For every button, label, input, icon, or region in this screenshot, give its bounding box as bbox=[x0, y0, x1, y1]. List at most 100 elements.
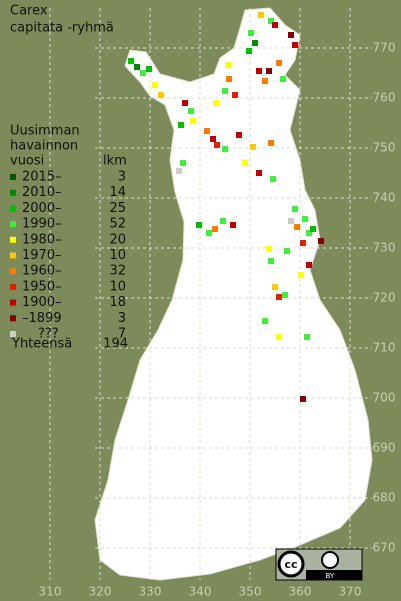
observation-square bbox=[318, 238, 324, 244]
legend-swatch bbox=[10, 252, 16, 259]
legend-col-year: vuosi bbox=[10, 154, 44, 169]
observation-square bbox=[268, 258, 274, 264]
legend-header: Uusimman bbox=[10, 124, 80, 139]
observation-square bbox=[292, 206, 298, 212]
y-grid-label: 750 bbox=[373, 141, 396, 155]
total-label: Yhteensä bbox=[11, 337, 72, 352]
observation-square bbox=[304, 334, 310, 340]
observation-square bbox=[213, 100, 219, 106]
legend-count: 32 bbox=[109, 264, 126, 279]
legend-swatch bbox=[10, 189, 16, 196]
observation-square bbox=[178, 122, 184, 128]
observation-square bbox=[248, 30, 254, 36]
observation-square bbox=[288, 32, 294, 38]
observation-square bbox=[270, 176, 276, 182]
legend-label: 2010– bbox=[22, 185, 62, 200]
y-grid-label: 730 bbox=[373, 241, 396, 255]
legend-label: 1990– bbox=[22, 217, 62, 232]
y-grid-label: 710 bbox=[373, 341, 396, 355]
legend-header: havainnon bbox=[10, 139, 78, 154]
observation-square bbox=[298, 272, 304, 278]
x-grid-label: 370 bbox=[339, 585, 362, 599]
observation-square bbox=[268, 18, 274, 24]
observation-square bbox=[276, 334, 282, 340]
observation-square bbox=[276, 60, 282, 66]
x-grid-label: 340 bbox=[189, 585, 212, 599]
legend-count: 10 bbox=[109, 248, 126, 263]
badge-strip bbox=[306, 570, 362, 580]
legend-swatch bbox=[10, 236, 16, 243]
by-icon bbox=[321, 551, 339, 569]
y-grid-label: 720 bbox=[373, 291, 396, 305]
y-grid-label: 740 bbox=[373, 191, 396, 205]
observation-square bbox=[146, 66, 152, 72]
total-count: 194 bbox=[103, 337, 128, 352]
legend-label: 2015– bbox=[22, 170, 62, 185]
legend-label: –1899 bbox=[22, 311, 62, 326]
observation-square bbox=[140, 70, 146, 76]
title-line: capitata -ryhmä bbox=[10, 21, 114, 36]
observation-square bbox=[222, 88, 228, 94]
country-outline bbox=[94, 7, 373, 581]
observation-square bbox=[236, 132, 242, 138]
observation-square bbox=[256, 170, 262, 176]
observation-square bbox=[300, 240, 306, 246]
y-grid-label: 690 bbox=[373, 441, 396, 455]
title-line: Carex bbox=[10, 4, 48, 19]
observation-square bbox=[176, 168, 182, 174]
observations bbox=[128, 12, 324, 402]
observation-square bbox=[188, 108, 194, 114]
cc-text: cc bbox=[284, 558, 297, 571]
legend-col-count: lkm bbox=[103, 154, 127, 169]
legend-swatch bbox=[10, 283, 16, 290]
legend-swatch bbox=[10, 331, 16, 337]
observation-square bbox=[220, 218, 226, 224]
legend-count: 18 bbox=[109, 295, 126, 310]
observation-square bbox=[242, 160, 248, 166]
license-badge: cc BY bbox=[275, 548, 363, 581]
observation-square bbox=[302, 216, 308, 222]
legend-label: 1960– bbox=[22, 264, 62, 279]
y-grid-label: 680 bbox=[373, 491, 396, 505]
y-grid-label: 700 bbox=[373, 391, 396, 405]
legend-count: 7 bbox=[118, 327, 126, 342]
observation-square bbox=[180, 160, 186, 166]
observation-square bbox=[158, 92, 164, 98]
legend-swatch bbox=[10, 174, 16, 180]
y-grid-label: 770 bbox=[373, 41, 396, 55]
observation-square bbox=[294, 224, 300, 230]
legend-label: 2000– bbox=[22, 201, 62, 216]
x-grid-label: 320 bbox=[89, 585, 112, 599]
observation-square bbox=[300, 396, 306, 402]
x-grid-label: 350 bbox=[239, 585, 262, 599]
legend-swatch bbox=[10, 315, 16, 322]
observation-square bbox=[288, 218, 294, 224]
observation-square bbox=[306, 230, 312, 236]
legend-count: 10 bbox=[109, 279, 126, 294]
x-grid-label: 310 bbox=[39, 585, 62, 599]
observation-square bbox=[280, 76, 286, 82]
legend-label: 1980– bbox=[22, 232, 62, 247]
observation-square bbox=[268, 140, 274, 146]
observation-square bbox=[232, 92, 238, 98]
observation-square bbox=[222, 146, 228, 152]
legend-count: 3 bbox=[118, 170, 126, 185]
x-grid-label: 330 bbox=[139, 585, 162, 599]
observation-square bbox=[272, 284, 278, 290]
observation-square bbox=[306, 262, 312, 268]
observation-square bbox=[134, 64, 140, 70]
observation-square bbox=[310, 226, 316, 232]
legend-count: 14 bbox=[109, 185, 126, 200]
observation-square bbox=[206, 230, 212, 236]
legend-swatch bbox=[10, 268, 16, 275]
observation-square bbox=[266, 246, 272, 252]
observation-square bbox=[226, 76, 232, 82]
y-grid-label: 760 bbox=[373, 91, 396, 105]
observation-square bbox=[152, 82, 158, 88]
observation-square bbox=[276, 294, 282, 300]
observation-square bbox=[204, 128, 210, 134]
observation-square bbox=[214, 142, 220, 148]
legend-count: 3 bbox=[118, 311, 126, 326]
observation-square bbox=[212, 226, 218, 232]
